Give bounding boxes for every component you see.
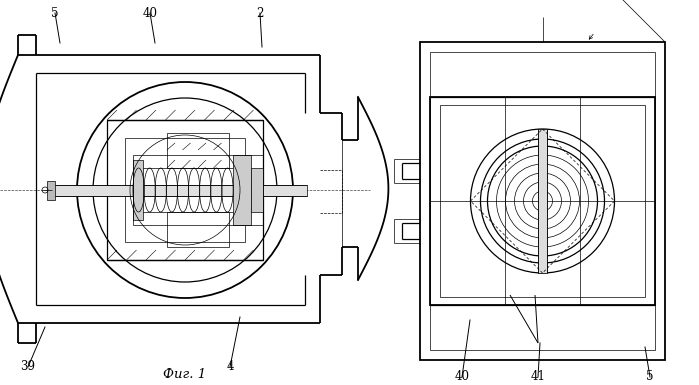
Bar [430, 52, 655, 350]
Bar [167, 212, 229, 247]
Text: 39: 39 [20, 360, 36, 373]
Text: 2: 2 [257, 7, 264, 20]
Text: 5: 5 [647, 370, 654, 383]
Text: 5: 5 [51, 7, 59, 20]
Bar [430, 97, 655, 305]
Bar [251, 168, 263, 212]
Bar [52, 184, 307, 196]
Bar [47, 181, 55, 199]
Text: 40: 40 [143, 7, 157, 20]
Text: Фиг. 1: Фиг. 1 [164, 368, 207, 381]
Bar [420, 42, 665, 360]
Bar [233, 155, 251, 225]
Text: 4: 4 [226, 360, 233, 373]
Bar [133, 155, 263, 225]
Bar [538, 129, 547, 273]
Text: 40: 40 [454, 370, 470, 383]
Text: 41: 41 [531, 370, 545, 383]
Bar [125, 138, 245, 242]
Bar [167, 133, 229, 168]
Bar [133, 160, 143, 220]
Bar [440, 105, 645, 297]
Bar [107, 120, 263, 260]
